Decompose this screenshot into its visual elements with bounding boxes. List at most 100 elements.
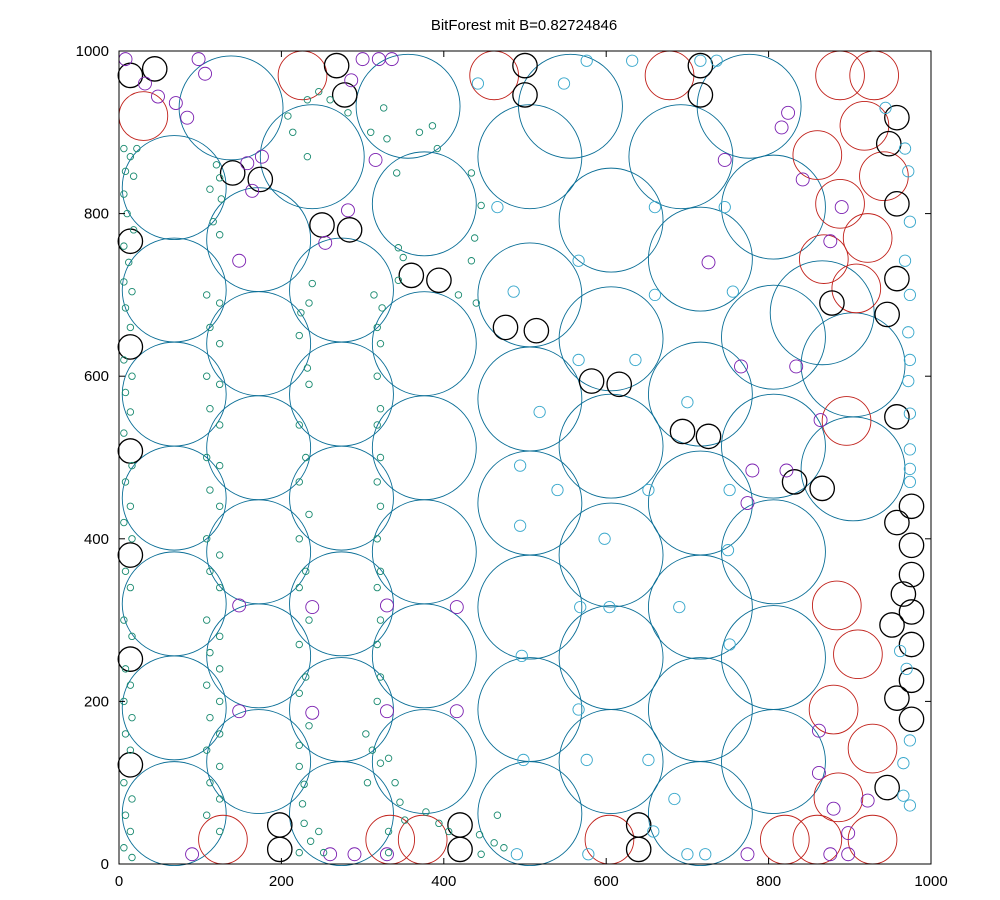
circle-teal-67 [215,697,224,706]
circle-small_cyan-29 [582,848,595,861]
circle-teal-79 [300,819,308,828]
circle-teal-141 [493,811,502,819]
circle-teal-151 [376,567,385,576]
circle-teal-89 [326,96,334,104]
circle-purple-15 [341,203,355,218]
circle-group-small_cyan [471,54,917,861]
circle-black-46 [874,774,900,801]
circle-black-31 [884,191,910,217]
circle-black-40 [890,581,917,607]
circle-teal-114 [305,380,313,389]
circle-small_cyan-28 [647,825,660,838]
circle-large-20 [259,104,365,210]
circle-teal-76 [295,762,303,771]
circle-purple-23 [717,152,732,167]
circle-teal-134 [422,808,430,816]
circle-red-12 [831,263,882,314]
circle-large-45 [647,450,753,556]
circle-large-51 [721,499,826,605]
circle-teal-101 [467,257,476,265]
circle-black-6 [687,52,714,79]
circle-teal-17 [126,408,135,416]
circle-group-purple [118,52,875,862]
circle-teal-96 [428,122,437,130]
circle-small_cyan-31 [681,848,694,861]
circle-purple-7 [344,73,359,88]
circle-teal-81 [295,848,303,857]
circle-purple-29 [740,496,755,510]
circle-teal-40 [212,161,221,169]
circle-large-5 [121,237,227,343]
circle-group-large [121,53,906,867]
circle-teal-106 [394,276,403,284]
circle-purple-39 [811,723,826,738]
circle-small_cyan-10 [551,483,564,497]
circle-purple-10 [384,52,399,67]
circle-purple-36 [305,705,320,720]
circle-red-6 [792,130,843,180]
circle-black-34 [884,404,910,430]
circle-teal-23 [128,535,136,543]
circle-purple-41 [826,801,841,816]
circle-black-1 [141,56,168,82]
circle-purple-8 [355,52,370,67]
circle-teal-145 [376,759,385,767]
circle-purple-49 [380,847,394,862]
circle-teal-20 [121,478,130,486]
circle-large-53 [721,284,826,390]
circle-teal-15 [128,372,136,380]
circle-teal-120 [302,567,310,576]
circle-teal-58 [202,535,211,543]
circle-teal-42 [206,185,214,193]
circle-purple-5 [191,52,206,67]
circle-small_cyan-27 [668,792,681,806]
circle-teal-136 [444,827,453,836]
circle-black-29 [874,301,900,328]
circle-small_cyan-50 [897,789,910,802]
circle-black-45 [898,706,925,733]
circle-black-24 [669,418,696,445]
circle-teal-44 [209,218,217,226]
circle-teal-126 [305,722,313,730]
circle-small_cyan-45 [903,475,917,489]
circle-teal-36 [121,811,130,819]
circle-teal-54 [202,453,211,462]
circle-small_cyan-30 [510,848,524,861]
circle-teal-118 [305,510,313,519]
circle-teal-66 [202,681,211,689]
circle-teal-47 [215,299,224,307]
circle-teal-116 [302,453,310,462]
circle-purple-27 [813,413,828,428]
circle-black-8 [219,160,246,186]
circle-small_cyan-52 [471,77,485,90]
circle-teal-158 [373,372,381,380]
circle-teal-153 [376,502,385,510]
circle-small_cyan-32 [699,848,712,861]
circle-purple-20 [795,172,810,187]
circle-purple-1 [138,76,152,91]
circle-purple-14 [368,152,383,167]
circle-black-30 [884,265,910,292]
circle-teal-144 [363,779,372,787]
circle-small_cyan-21 [723,638,736,651]
circle-red-17 [847,723,898,774]
circle-teal-75 [215,827,224,836]
circle-teal-7 [129,226,138,234]
circle-teal-61 [215,583,224,592]
circle-teal-129 [391,779,399,787]
circle-small_cyan-6 [572,254,585,267]
circle-small_cyan-49 [897,757,910,770]
circle-teal-121 [295,583,303,592]
circle-teal-27 [128,632,136,641]
circle-teal-105 [399,253,407,262]
circle-small_cyan-20 [721,544,735,557]
circle-purple-17 [232,253,247,268]
circle-teal-123 [295,640,303,649]
circle-teal-21 [126,502,135,510]
circle-teal-24 [121,567,130,576]
circle-purple-11 [254,149,269,164]
circle-black-44 [884,685,910,711]
circle-teal-107 [370,291,378,299]
circle-black-7 [687,82,714,108]
